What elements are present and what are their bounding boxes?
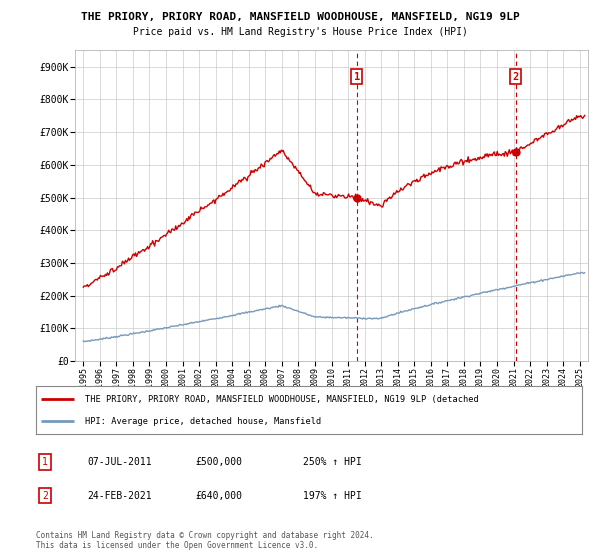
Text: HPI: Average price, detached house, Mansfield: HPI: Average price, detached house, Mans… [85, 417, 322, 426]
Text: 1: 1 [42, 457, 48, 467]
Text: 2: 2 [512, 72, 519, 82]
Text: 197% ↑ HPI: 197% ↑ HPI [303, 491, 362, 501]
Text: 2: 2 [42, 491, 48, 501]
Text: 07-JUL-2011: 07-JUL-2011 [87, 457, 152, 467]
Text: £500,000: £500,000 [195, 457, 242, 467]
Text: THE PRIORY, PRIORY ROAD, MANSFIELD WOODHOUSE, MANSFIELD, NG19 9LP (detached: THE PRIORY, PRIORY ROAD, MANSFIELD WOODH… [85, 395, 479, 404]
Text: Price paid vs. HM Land Registry's House Price Index (HPI): Price paid vs. HM Land Registry's House … [133, 27, 467, 37]
Text: THE PRIORY, PRIORY ROAD, MANSFIELD WOODHOUSE, MANSFIELD, NG19 9LP: THE PRIORY, PRIORY ROAD, MANSFIELD WOODH… [80, 12, 520, 22]
Text: 250% ↑ HPI: 250% ↑ HPI [303, 457, 362, 467]
Text: 24-FEB-2021: 24-FEB-2021 [87, 491, 152, 501]
Text: £640,000: £640,000 [195, 491, 242, 501]
Text: 1: 1 [353, 72, 360, 82]
Text: Contains HM Land Registry data © Crown copyright and database right 2024.
This d: Contains HM Land Registry data © Crown c… [36, 531, 374, 550]
